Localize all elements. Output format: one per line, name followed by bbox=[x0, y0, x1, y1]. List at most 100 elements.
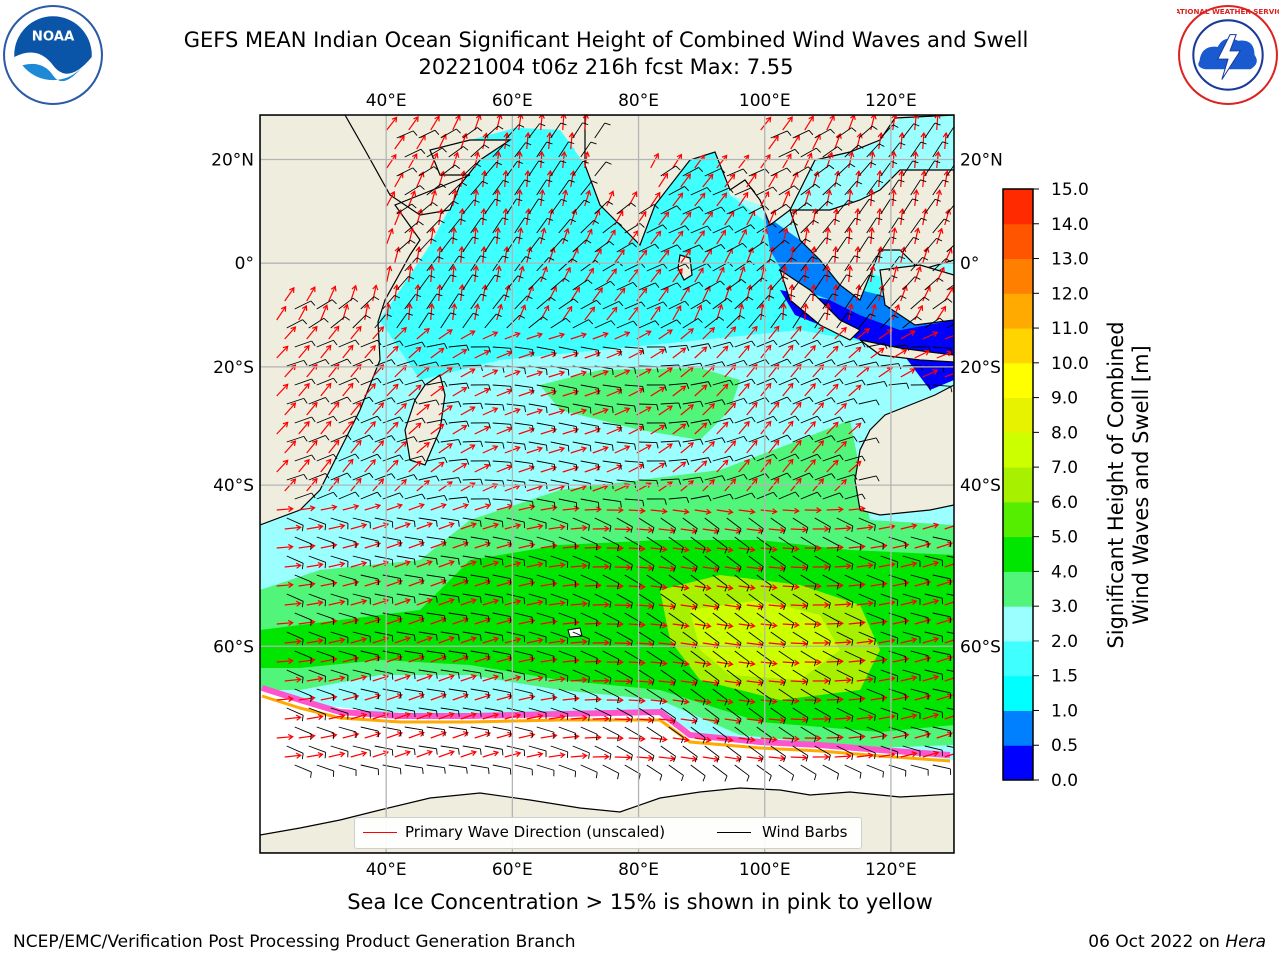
wind-barb bbox=[418, 669, 437, 674]
wave-arrowhead bbox=[571, 208, 578, 215]
wind-barb bbox=[624, 460, 643, 463]
wind-barb-flag bbox=[303, 360, 308, 366]
wave-arrowhead bbox=[816, 659, 822, 666]
wave-arrowhead bbox=[325, 458, 332, 465]
wave-arrowhead bbox=[661, 546, 668, 553]
wave-arrow bbox=[760, 228, 768, 245]
wind-barb-flag bbox=[739, 315, 746, 319]
wind-barb bbox=[404, 493, 423, 500]
wind-barb-flag bbox=[475, 163, 482, 167]
wave-arrow bbox=[394, 403, 407, 416]
wind-barb bbox=[770, 239, 785, 253]
wind-barb-flag bbox=[595, 582, 598, 589]
wind-barb bbox=[844, 379, 863, 386]
wave-arrowhead bbox=[472, 226, 479, 233]
wind-barb-flag bbox=[986, 673, 987, 679]
wave-arrow bbox=[284, 326, 296, 340]
wave-arrow bbox=[452, 304, 456, 321]
wave-arrow bbox=[658, 680, 675, 684]
wind-barb-flag bbox=[786, 396, 792, 403]
wave-arrowhead bbox=[389, 190, 396, 197]
wave-arrowhead bbox=[720, 229, 726, 236]
wave-arrowhead bbox=[730, 402, 737, 409]
wind-barb bbox=[690, 419, 709, 424]
wind-barb-flag bbox=[416, 257, 423, 261]
wind-barb bbox=[814, 359, 832, 367]
wave-arrow bbox=[606, 268, 617, 283]
wind-barb-flag bbox=[898, 217, 905, 221]
wave-arrow bbox=[636, 680, 653, 683]
wind-barb-flag bbox=[458, 596, 460, 603]
wave-arrow bbox=[606, 191, 614, 207]
wave-arrowhead bbox=[560, 115, 567, 119]
wave-arrow bbox=[738, 304, 743, 321]
wind-barb bbox=[858, 707, 876, 716]
wave-arrowhead bbox=[462, 731, 469, 737]
wave-arrowhead bbox=[917, 304, 924, 311]
wind-barb-flag bbox=[708, 419, 712, 426]
wave-arrow bbox=[702, 403, 715, 416]
wave-arrow bbox=[716, 230, 726, 245]
wind-barb-flag bbox=[609, 563, 612, 570]
wind-barb bbox=[374, 593, 393, 599]
wind-barb-flag bbox=[436, 634, 438, 641]
wave-arrowhead bbox=[470, 598, 477, 605]
wave-arrowhead bbox=[855, 346, 862, 353]
wave-arrowhead bbox=[824, 601, 830, 609]
wind-barb bbox=[955, 727, 973, 730]
wave-arrow bbox=[394, 675, 411, 682]
wind-barb-flag bbox=[590, 141, 597, 145]
wave-arrowhead bbox=[661, 698, 668, 705]
wind-barb-flag bbox=[391, 435, 396, 441]
wind-barb-flag bbox=[510, 348, 513, 355]
wind-barb bbox=[646, 650, 663, 662]
wave-arrowhead bbox=[401, 326, 407, 333]
wave-arrow bbox=[959, 657, 974, 662]
wave-arrow bbox=[284, 402, 296, 416]
wave-arrowhead bbox=[428, 302, 435, 309]
wave-arrowhead bbox=[773, 401, 780, 408]
wave-arrow bbox=[672, 661, 689, 665]
wave-arrow bbox=[452, 152, 459, 169]
wave-arrowhead bbox=[624, 369, 631, 375]
wind-barb-flag bbox=[659, 660, 663, 667]
wind-barb-flag bbox=[587, 279, 593, 285]
wind-barb bbox=[352, 555, 371, 561]
colorbar-tick-labels: 0.00.51.01.52.03.04.05.06.07.08.09.010.0… bbox=[1033, 180, 1089, 791]
wind-barb-flag bbox=[399, 340, 404, 347]
wind-barb-flag bbox=[928, 384, 931, 391]
wave-arrowhead bbox=[791, 208, 798, 215]
wind-barb-flag bbox=[494, 236, 501, 240]
wind-barb-flag bbox=[956, 123, 962, 125]
wave-arrowhead bbox=[333, 477, 340, 484]
wave-arrow bbox=[408, 266, 412, 283]
wind-barb-flag bbox=[310, 733, 312, 740]
wave-arrowhead bbox=[295, 752, 302, 759]
wave-arrow bbox=[702, 211, 713, 226]
wave-arrowhead bbox=[901, 349, 908, 355]
wind-barb bbox=[440, 274, 452, 291]
wave-arrow bbox=[826, 265, 829, 283]
wind-barb-flag bbox=[832, 293, 839, 297]
wave-arrow bbox=[430, 347, 444, 359]
wave-arrow bbox=[386, 191, 395, 207]
wave-arrow bbox=[790, 135, 800, 150]
wave-arrow bbox=[548, 286, 557, 302]
wave-arrow bbox=[474, 227, 477, 245]
wave-arrowhead bbox=[581, 600, 588, 608]
wave-arrow bbox=[606, 465, 622, 473]
wind-barb-flag bbox=[420, 148, 426, 154]
wave-arrow bbox=[548, 678, 565, 682]
wave-arrow bbox=[790, 528, 807, 531]
wave-arrow bbox=[548, 526, 565, 530]
wind-barb-flag bbox=[466, 729, 468, 736]
wind-barb-flag bbox=[694, 718, 698, 725]
wave-arrowhead bbox=[484, 579, 492, 586]
wind-barb bbox=[800, 688, 817, 699]
wind-barb-flag bbox=[678, 440, 682, 447]
wave-arrow bbox=[548, 209, 553, 226]
wind-barb bbox=[946, 204, 954, 215]
wave-arrow bbox=[394, 441, 407, 454]
wind-barb bbox=[792, 517, 809, 529]
wave-arrow bbox=[672, 268, 683, 283]
